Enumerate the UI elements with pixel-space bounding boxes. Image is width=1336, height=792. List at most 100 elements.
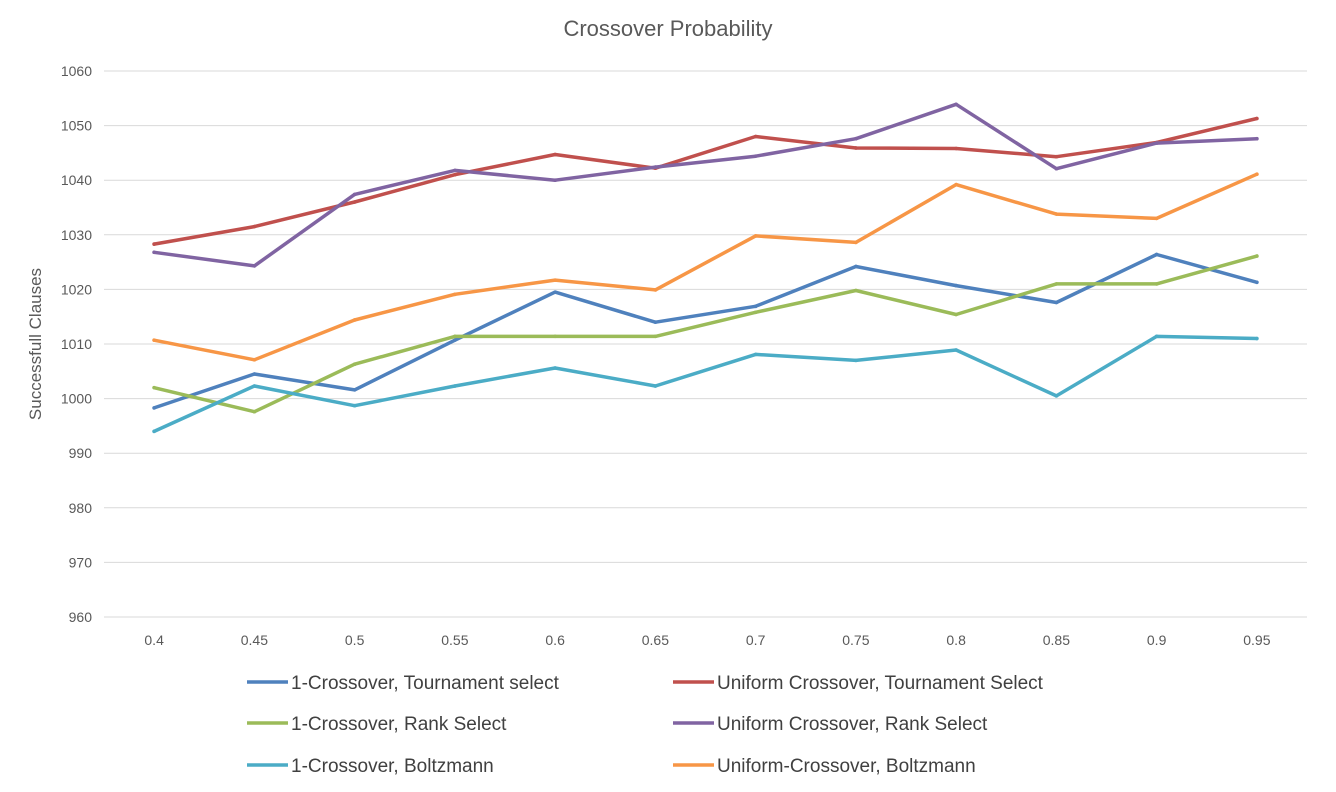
series-lines xyxy=(152,102,1259,434)
series-line-3 xyxy=(152,254,1259,414)
gridlines xyxy=(104,70,1307,618)
data-point xyxy=(553,366,557,370)
legend-label: 1-Crossover, Tournament select xyxy=(291,673,560,694)
x-tick-label: 0.55 xyxy=(441,632,468,648)
x-tick-label: 0.45 xyxy=(241,632,268,648)
data-point xyxy=(954,312,958,317)
series-line-4 xyxy=(152,102,1259,268)
legend-label: Uniform-Crossover, Boltzmann xyxy=(717,756,976,777)
y-tick-label: 1010 xyxy=(61,336,92,352)
data-point xyxy=(152,242,156,246)
data-point xyxy=(854,240,858,245)
data-point xyxy=(553,178,557,182)
data-point xyxy=(954,146,958,151)
legend-label: Uniform Crossover, Tournament Select xyxy=(717,673,1044,694)
data-point xyxy=(252,372,257,376)
legend: 1-Crossover, Tournament select Uniform Cr… xyxy=(247,673,1044,777)
data-point xyxy=(753,352,758,357)
x-tick-label: 0.95 xyxy=(1243,632,1270,648)
data-point xyxy=(854,358,858,363)
data-point xyxy=(352,318,357,322)
legend-item: Uniform Crossover, Tournament Select xyxy=(673,673,1044,694)
legend-item: Uniform-Crossover, Boltzmann xyxy=(673,756,976,777)
data-point xyxy=(1154,252,1159,257)
data-point xyxy=(453,172,457,177)
y-tick-label: 1060 xyxy=(61,63,92,79)
data-point xyxy=(954,348,958,352)
y-tick-label: 960 xyxy=(69,609,93,625)
data-point xyxy=(1054,300,1059,305)
data-point xyxy=(553,290,557,294)
data-point xyxy=(152,250,156,255)
series-line-5 xyxy=(152,334,1259,434)
data-point xyxy=(252,384,257,388)
data-point xyxy=(753,310,758,315)
legend-label: 1-Crossover, Boltzmann xyxy=(291,756,494,777)
data-point xyxy=(553,334,557,339)
data-point xyxy=(1054,154,1059,159)
legend-label: Uniform Crossover, Rank Select xyxy=(717,714,988,735)
data-point xyxy=(152,338,156,342)
data-point xyxy=(753,234,758,238)
data-point xyxy=(1255,336,1259,341)
y-tick-labels: 960 970 980 990 1000 1010 1020 1030 1040 1050 1060 xyxy=(61,63,92,625)
data-point xyxy=(553,152,557,157)
data-point xyxy=(352,362,357,367)
data-point xyxy=(152,429,156,434)
data-point xyxy=(653,320,658,324)
data-point xyxy=(1255,280,1259,285)
data-point xyxy=(352,192,357,197)
data-point xyxy=(252,358,257,362)
data-point xyxy=(1154,282,1159,286)
data-point xyxy=(753,154,758,158)
series-line-2 xyxy=(152,116,1259,246)
series-line-1 xyxy=(152,252,1259,410)
data-point xyxy=(252,224,257,229)
y-tick-label: 990 xyxy=(69,445,93,461)
data-point xyxy=(453,168,457,173)
data-point xyxy=(1054,282,1059,286)
data-point xyxy=(1255,254,1259,258)
y-tick-label: 1030 xyxy=(61,227,92,243)
data-point xyxy=(453,334,457,339)
x-tick-label: 0.75 xyxy=(842,632,869,648)
data-point xyxy=(352,200,357,204)
data-point xyxy=(1154,334,1159,339)
legend-item: 1-Crossover, Tournament select xyxy=(247,673,560,694)
x-tick-label: 0.8 xyxy=(946,632,966,648)
y-tick-label: 1050 xyxy=(61,118,92,134)
y-tick-label: 1000 xyxy=(61,391,92,407)
data-point xyxy=(453,292,457,297)
data-point xyxy=(653,334,658,339)
data-point xyxy=(553,278,557,282)
y-tick-label: 980 xyxy=(69,500,93,516)
chart-title: Crossover Probability xyxy=(563,16,772,41)
data-point xyxy=(653,165,658,169)
data-point xyxy=(1154,141,1159,145)
data-point xyxy=(854,288,858,293)
data-point xyxy=(854,146,858,150)
x-tick-label: 0.7 xyxy=(746,632,766,648)
data-point xyxy=(954,283,958,288)
data-point xyxy=(854,264,858,269)
x-tick-label: 0.4 xyxy=(144,632,164,648)
data-point xyxy=(753,304,758,309)
legend-label: 1-Crossover, Rank Select xyxy=(291,714,507,735)
x-tick-label: 0.9 xyxy=(1147,632,1167,648)
x-tick-label: 0.5 xyxy=(345,632,365,648)
y-tick-label: 970 xyxy=(69,554,93,570)
data-point xyxy=(1054,166,1059,171)
data-point xyxy=(152,406,156,410)
data-point xyxy=(653,384,658,388)
legend-item: Uniform Crossover, Rank Select xyxy=(673,714,988,735)
data-point xyxy=(453,384,457,388)
y-tick-label: 1020 xyxy=(61,281,92,297)
data-point xyxy=(252,409,257,414)
data-point xyxy=(1054,212,1059,216)
x-tick-label: 0.85 xyxy=(1043,632,1070,648)
data-point xyxy=(1255,136,1259,141)
data-point xyxy=(1054,394,1059,398)
series-line-6 xyxy=(152,172,1259,362)
